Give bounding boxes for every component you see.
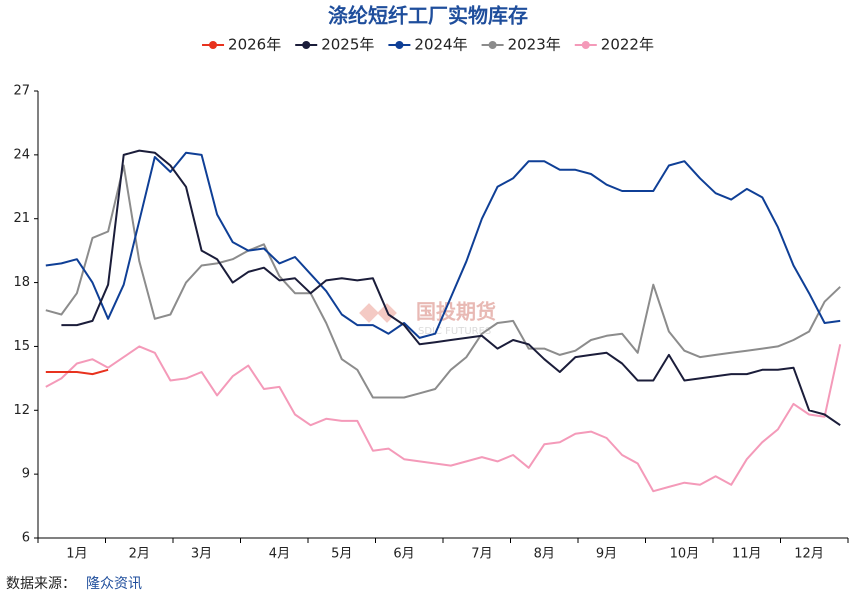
legend-label: 2023年 xyxy=(508,36,561,54)
series-line xyxy=(45,368,109,376)
legend-marker xyxy=(488,41,497,49)
legend-item: 2025年 xyxy=(295,36,374,54)
legend-item: 2023年 xyxy=(481,36,561,54)
legend-label: 2022年 xyxy=(601,36,654,54)
legend-item: 2024年 xyxy=(388,36,468,54)
series-line xyxy=(61,149,841,427)
x-tick-label: 12月 xyxy=(794,547,824,562)
x-tick-label: 4月 xyxy=(269,547,290,562)
legend-label: 2024年 xyxy=(414,36,467,54)
legend-marker xyxy=(581,41,590,49)
x-tick-label: 6月 xyxy=(393,547,414,562)
chart-title: 涤纶短纤工厂实物库存 xyxy=(328,4,528,28)
y-tick-label: 12 xyxy=(13,403,30,418)
x-tick-label: 7月 xyxy=(471,547,492,562)
series-line xyxy=(45,164,841,399)
legend-item: 2026年 xyxy=(202,36,281,54)
y-tick-label: 21 xyxy=(13,211,30,226)
y-tick-label: 18 xyxy=(13,275,30,290)
x-tick-label: 10月 xyxy=(670,547,700,562)
x-tick-label: 9月 xyxy=(596,547,617,562)
watermark-logo xyxy=(359,303,379,323)
y-tick-label: 24 xyxy=(13,147,30,162)
x-tick-label: 8月 xyxy=(534,547,555,562)
legend-label: 2026年 xyxy=(228,36,281,54)
x-tick-label: 2月 xyxy=(129,547,150,562)
y-tick-label: 15 xyxy=(13,339,30,354)
legend-marker xyxy=(395,41,404,49)
y-tick-label: 27 xyxy=(13,84,30,99)
x-tick-label: 5月 xyxy=(331,547,352,562)
legend: 2026年 2025年 2024年 2023年 2022年 xyxy=(202,36,654,54)
legend-marker xyxy=(209,41,218,49)
x-tick-label: 3月 xyxy=(191,547,212,562)
legend-item: 2022年 xyxy=(574,36,654,54)
x-tick-label: 11月 xyxy=(732,547,762,562)
legend-label: 2025年 xyxy=(321,36,374,54)
watermark-text: SDIC FUTURES xyxy=(418,326,491,337)
x-tick-label: 1月 xyxy=(66,547,87,562)
series-line xyxy=(45,151,841,339)
series-line xyxy=(45,344,842,493)
watermark-text: 国投期货 xyxy=(416,300,496,324)
y-tick-label: 6 xyxy=(22,531,30,546)
source-label: 数据来源： xyxy=(6,576,76,592)
source: 隆众资讯 xyxy=(86,576,142,592)
watermark: 国投期货 SDIC FUTURES xyxy=(359,300,496,337)
legend-marker xyxy=(302,41,311,49)
y-tick-label: 9 xyxy=(22,467,30,482)
